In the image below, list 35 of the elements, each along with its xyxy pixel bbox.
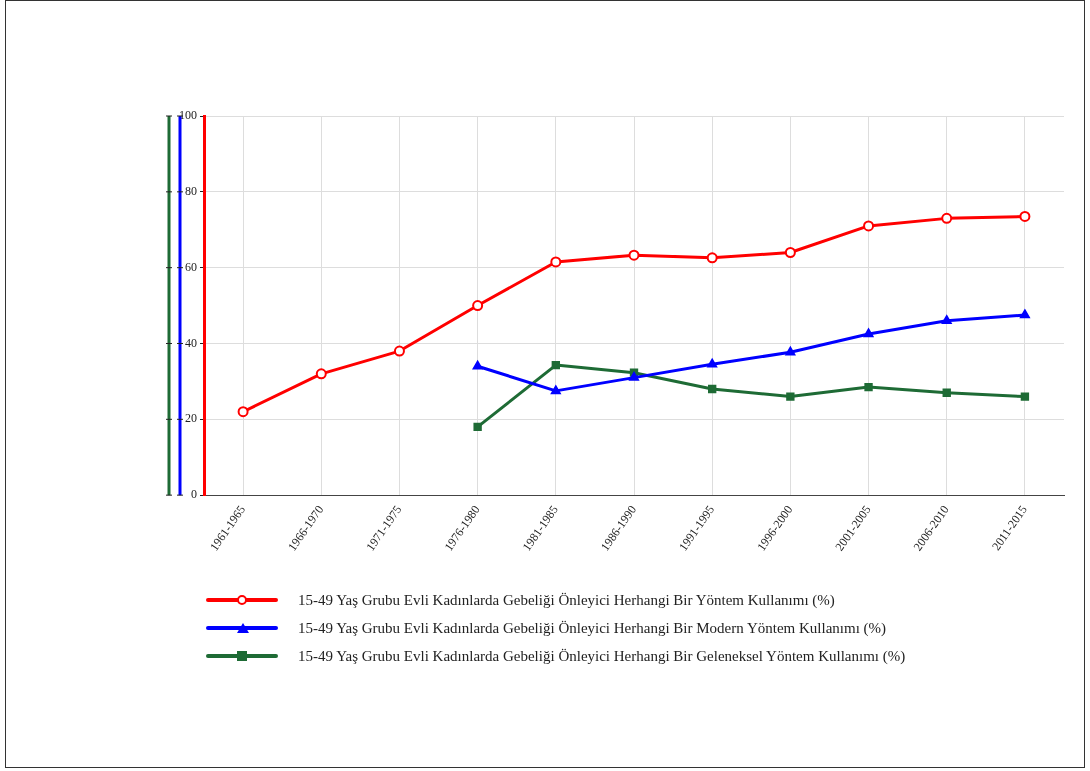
y-tick-label: 20 xyxy=(185,411,197,426)
point xyxy=(941,212,953,224)
point xyxy=(707,358,718,368)
point xyxy=(863,220,875,232)
point xyxy=(473,422,482,432)
y-tick-label: 80 xyxy=(185,183,197,198)
point xyxy=(941,315,952,324)
point xyxy=(708,384,717,394)
point xyxy=(315,368,327,380)
y-tick-label: 0 xyxy=(191,487,197,502)
point xyxy=(786,392,795,401)
y-tick-label: 60 xyxy=(185,259,197,274)
point xyxy=(472,360,483,370)
point xyxy=(942,388,951,397)
point xyxy=(706,252,718,264)
legend-label: 15-49 Yaş Grubu Evli Kadınlarda Gebeliği Önleyici Herhangi Bir Modern Yöntem Kullanımı (%) xyxy=(298,619,887,637)
point xyxy=(550,385,561,395)
point xyxy=(629,372,639,381)
legend-label: 15-49 Yaş Grubu Evli Kadınlarda Gebeliği Önleyici Herhangi Bir Geleneksel Yöntem Kullanımı (%) xyxy=(298,647,906,665)
point xyxy=(1019,210,1031,222)
legend-label: 15-49 Yaş Grubu Evli Kadınlarda Gebeliği Önleyici Herhangi Bir Yöntem Kullanımı (%) xyxy=(298,591,835,609)
y-tick-label: 100 xyxy=(179,108,197,123)
point xyxy=(1020,309,1030,319)
point xyxy=(864,382,873,392)
point xyxy=(550,256,562,268)
point xyxy=(237,406,249,418)
y-tick-label: 40 xyxy=(185,335,197,350)
point xyxy=(784,246,796,258)
point xyxy=(551,360,560,370)
point xyxy=(785,346,796,356)
point xyxy=(1020,392,1030,401)
point xyxy=(393,345,405,357)
point xyxy=(628,249,640,261)
point xyxy=(863,328,874,338)
point xyxy=(472,300,484,312)
